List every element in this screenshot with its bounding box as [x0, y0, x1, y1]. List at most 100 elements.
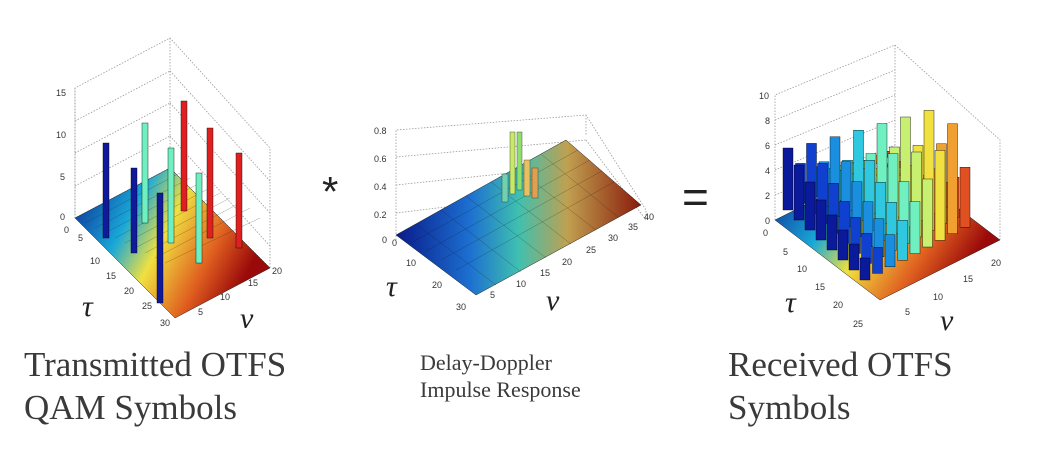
- received-bars: [782, 110, 971, 281]
- z-tick: 0.6: [374, 154, 387, 164]
- nu-tick: 5: [905, 307, 910, 317]
- z-tick: 6: [765, 141, 770, 151]
- tau-tick: 20: [833, 300, 843, 310]
- tau-axis-label: τ: [82, 290, 94, 323]
- spike-bars: [102, 100, 243, 304]
- tau-tick: 20: [432, 280, 442, 290]
- tau-tick: 30: [160, 318, 170, 328]
- tau-ticks: 0 10 20 30: [392, 238, 466, 312]
- tau-tick: 5: [783, 247, 788, 257]
- received-bar: [815, 199, 827, 241]
- received-bar: [909, 201, 921, 254]
- received-bar: [837, 229, 849, 261]
- nu-tick: 5: [198, 307, 203, 317]
- tau-tick: 10: [797, 264, 807, 274]
- tau-axis-label: τ: [785, 286, 797, 319]
- peak-bar: [516, 131, 523, 191]
- peak-bar: [531, 167, 539, 199]
- spike-bar: [102, 142, 110, 239]
- z-tick: 2: [765, 191, 770, 201]
- convolution-operator: *: [322, 168, 339, 215]
- z-tick: 15: [56, 88, 66, 98]
- nu-axis-label: ν: [546, 284, 560, 317]
- caption-line: QAM Symbols: [24, 387, 237, 427]
- received-bar: [793, 164, 805, 221]
- nu-tick: 5: [490, 290, 495, 300]
- spike-bar: [180, 100, 188, 212]
- nu-ticks: 5 10 15 20: [905, 258, 1001, 317]
- tau-tick: 25: [142, 301, 152, 311]
- received-bar: [804, 181, 816, 231]
- tau-tick: 0: [763, 228, 768, 238]
- nu-tick: 25: [586, 245, 596, 255]
- spike-bar: [141, 122, 149, 224]
- caption-line: Delay-Doppler: [420, 350, 552, 375]
- z-tick: 0.8: [374, 126, 387, 136]
- transmitted-caption: Transmitted OTFS QAM Symbols: [24, 344, 286, 429]
- received-bar: [947, 123, 958, 235]
- impulse-response-caption: Delay-Doppler Impulse Response: [420, 350, 581, 404]
- z-tick: 10: [759, 91, 769, 101]
- received-bar: [848, 243, 860, 271]
- tau-ticks: 0 5 10 15 20 25 30: [64, 225, 170, 328]
- caption-line: Impulse Response: [420, 376, 581, 402]
- z-tick: 4: [765, 166, 770, 176]
- received-bar: [897, 219, 908, 261]
- tau-tick: 20: [124, 286, 134, 296]
- peak-bar: [501, 173, 509, 203]
- received-bar: [826, 214, 838, 251]
- received-bar: [922, 178, 933, 248]
- z-tick: 0.4: [374, 182, 387, 192]
- nu-tick: 15: [540, 268, 550, 278]
- tau-tick: 10: [406, 258, 416, 268]
- response-peaks: [501, 131, 539, 203]
- spike-bar: [195, 172, 203, 264]
- spike-bar: [235, 152, 243, 249]
- received-bar: [884, 234, 896, 268]
- tau-tick: 10: [90, 256, 100, 266]
- received-caption: Received OTFS Symbols: [728, 344, 953, 429]
- tau-tick: 30: [456, 302, 466, 312]
- z-tick: 5: [60, 172, 65, 182]
- z-tick: 0: [382, 235, 387, 245]
- received-bar: [859, 257, 871, 281]
- tau-tick: 0: [64, 225, 69, 235]
- z-axis-ticks: 15 10 5 0: [56, 88, 66, 222]
- spike-bar: [156, 192, 164, 304]
- spike-bar: [167, 147, 175, 244]
- nu-tick: 40: [644, 212, 654, 222]
- nu-tick: 10: [220, 292, 230, 302]
- tau-ticks: 0 5 10 15 20 25: [763, 228, 863, 329]
- nu-tick: 30: [608, 233, 618, 243]
- nu-tick: 20: [991, 258, 1001, 268]
- received-bar: [959, 166, 971, 228]
- received-bar: [782, 147, 794, 211]
- tau-tick: 15: [106, 271, 116, 281]
- nu-axis-label: ν: [240, 302, 254, 328]
- nu-axis-label: ν: [940, 304, 954, 337]
- nu-tick: 15: [248, 278, 258, 288]
- equals-operator: =: [682, 171, 709, 223]
- nu-tick: 35: [628, 222, 638, 232]
- spike-bar: [206, 127, 214, 239]
- tau-axis-label: τ: [386, 270, 398, 303]
- peak-bar: [523, 159, 531, 197]
- z-tick: 0: [60, 212, 65, 222]
- z-tick: 8: [765, 116, 770, 126]
- spike-bar: [130, 167, 138, 254]
- nu-tick: 15: [963, 274, 973, 284]
- nu-tick: 10: [933, 292, 943, 302]
- z-tick: 0: [765, 216, 770, 226]
- caption-line: Symbols: [728, 387, 851, 427]
- nu-ticks: 5 10 15 20 25 30 35 40: [490, 212, 654, 300]
- z-axis-ticks: 10 8 6 4 2 0: [759, 91, 770, 226]
- caption-line: Received OTFS: [728, 345, 953, 384]
- tau-tick: 5: [78, 233, 83, 243]
- received-symbols-plot: 10 8 6 4 2 0 0 5 10 15 20 25 5 10 15 20 …: [759, 44, 1001, 337]
- tau-tick: 25: [853, 319, 863, 329]
- received-bar: [872, 247, 883, 274]
- caption-line: Transmitted OTFS: [24, 345, 287, 384]
- z-axis-ticks: 0.8 0.6 0.4 0.2 0: [374, 126, 387, 245]
- received-bar: [934, 150, 946, 241]
- z-tick: 0.2: [374, 210, 387, 220]
